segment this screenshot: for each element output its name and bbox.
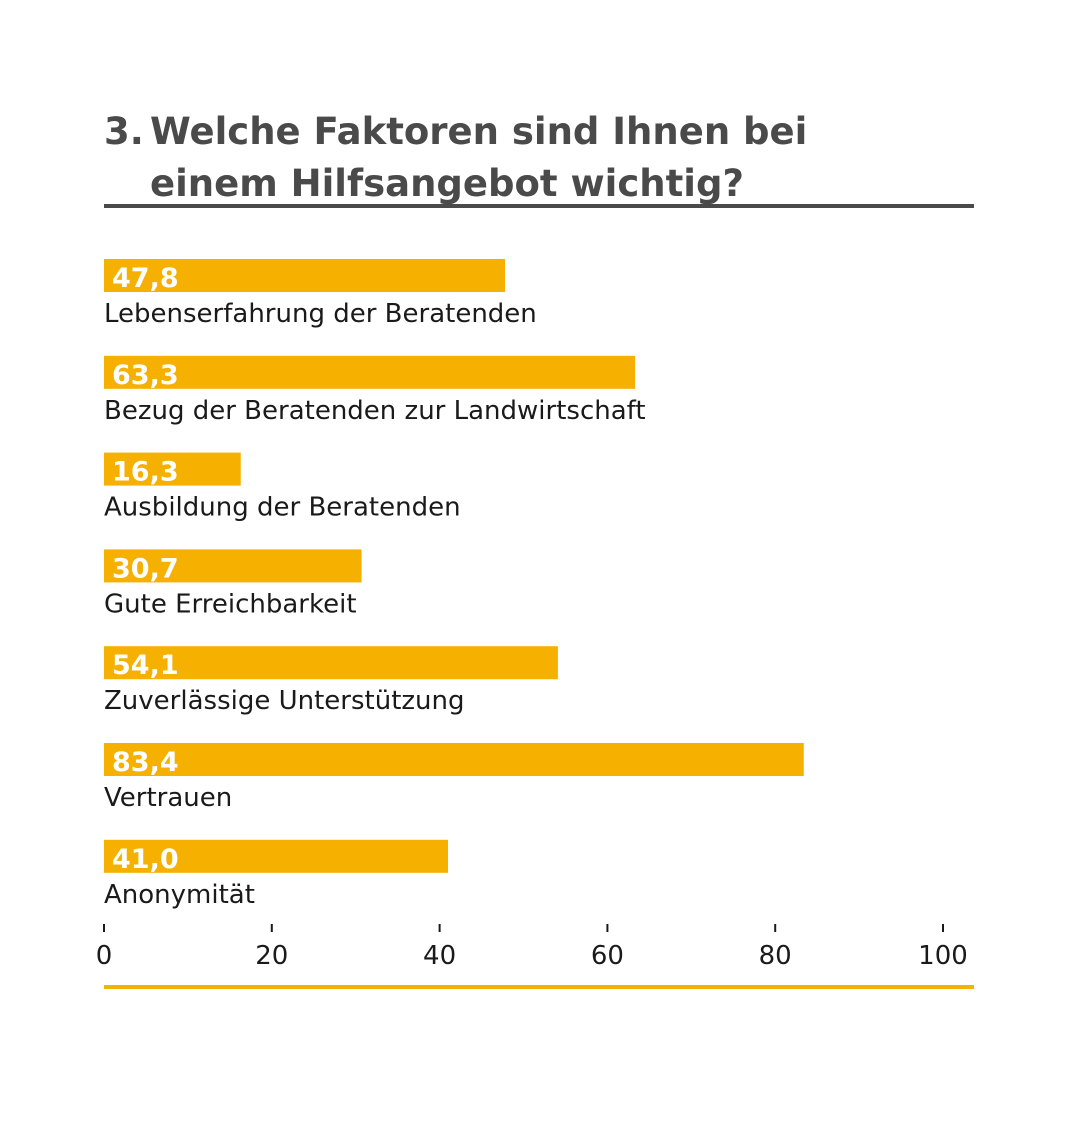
bar bbox=[104, 259, 506, 292]
category-label: Ausbildung der Beratenden bbox=[104, 493, 461, 523]
title-divider bbox=[104, 204, 974, 208]
bar bbox=[104, 743, 804, 776]
chart-title: Welche Faktoren sind Ihnen bei einem Hil… bbox=[150, 110, 808, 205]
category-label: Zuverlässige Unterstützung bbox=[104, 686, 465, 716]
x-tick-label: 20 bbox=[255, 941, 288, 971]
category-label: Bezug der Beratenden zur Landwirtschaft bbox=[104, 396, 646, 426]
x-tick-label: 100 bbox=[918, 941, 968, 971]
category-label: Gute Erreichbarkeit bbox=[104, 589, 357, 619]
x-tick-label: 60 bbox=[591, 941, 624, 971]
bar-value-label: 63,3 bbox=[112, 360, 179, 391]
bar-value-label: 83,4 bbox=[112, 747, 179, 778]
bar bbox=[104, 839, 448, 873]
bar bbox=[104, 355, 636, 389]
category-label: Anonymität bbox=[104, 880, 255, 910]
bar-value-label: 47,8 bbox=[112, 263, 179, 294]
bar-value-label: 41,0 bbox=[112, 844, 179, 875]
bottom-accent-rule bbox=[104, 985, 974, 989]
bar bbox=[104, 452, 241, 486]
category-label: Lebenserfahrung der Beratenden bbox=[104, 299, 537, 329]
x-tick-label: 40 bbox=[423, 941, 456, 971]
bar-value-label: 54,1 bbox=[112, 650, 179, 681]
category-label: Vertrauen bbox=[104, 783, 232, 813]
bar bbox=[104, 549, 362, 583]
bar-value-label: 30,7 bbox=[112, 553, 179, 584]
bar bbox=[104, 646, 558, 680]
question-number: 3. bbox=[104, 110, 144, 153]
bar-value-label: 16,3 bbox=[112, 457, 179, 488]
x-tick-label: 80 bbox=[759, 941, 792, 971]
x-tick-label: 0 bbox=[96, 941, 113, 971]
